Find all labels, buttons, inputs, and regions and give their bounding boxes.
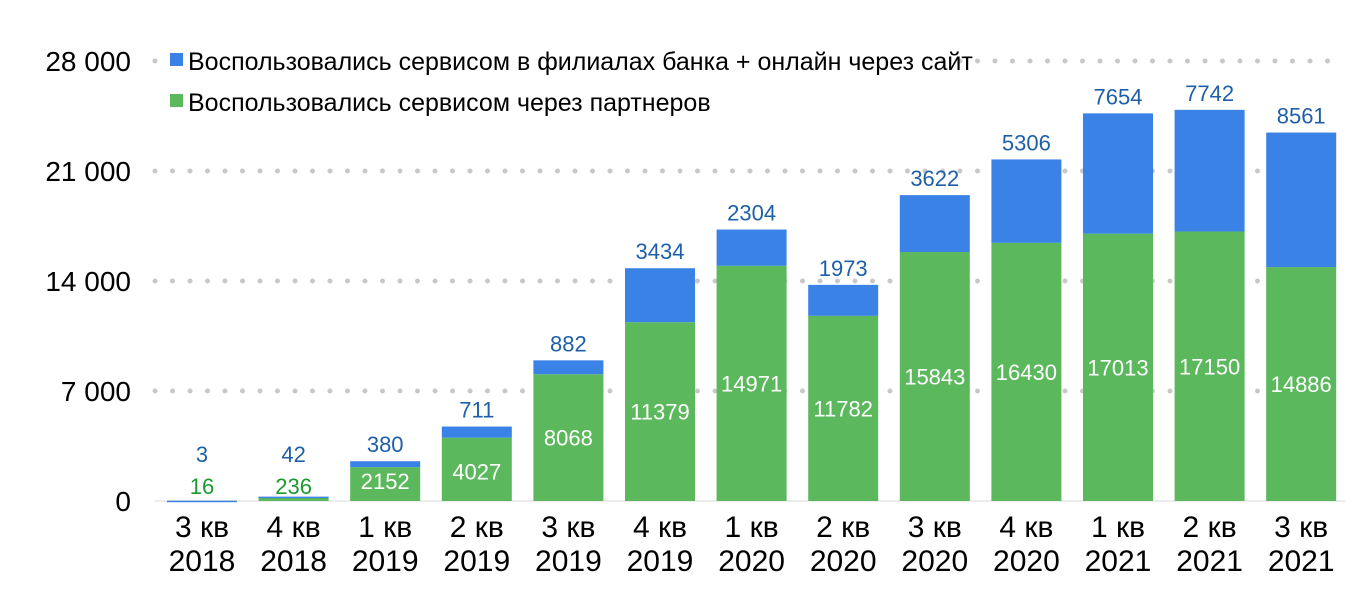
- y-axis: 0 7 000 14 000 21 000 28 000: [45, 46, 131, 517]
- bar-branches-online: [441, 426, 512, 438]
- value-label-branches-online: 7654: [1094, 84, 1143, 109]
- value-label-partners: 236: [275, 474, 312, 499]
- data-labels: 16 3 236 42 2152 380 4027 711 8068 882 11379 3434 14…: [190, 81, 1332, 499]
- x-tick-quarter: 3 кв: [541, 511, 595, 544]
- x-tick-quarter: 4 кв: [267, 511, 321, 544]
- legend-label: Воспользовались сервисом через партнеров: [188, 89, 711, 117]
- value-label-branches-online: 42: [281, 442, 305, 467]
- x-tick-year: 2019: [443, 545, 510, 578]
- x-tick-quarter: 3 кв: [175, 511, 229, 544]
- value-label-branches-online: 7742: [1185, 81, 1234, 106]
- x-tick-year: 2021: [1176, 545, 1243, 578]
- bar-partners: [258, 497, 329, 501]
- value-label-branches-online: 3434: [636, 239, 685, 264]
- value-label-partners: 8068: [544, 426, 593, 451]
- x-tick-year: 2020: [810, 545, 877, 578]
- x-tick-year: 2020: [901, 545, 968, 578]
- value-label-branches-online: 711: [459, 398, 494, 423]
- x-tick-quarter: 1 кв: [1091, 511, 1145, 544]
- legend-swatch: [170, 94, 183, 107]
- bar-branches-online: [1083, 113, 1153, 234]
- y-tick-label: 0: [115, 486, 131, 517]
- x-tick-year: 2018: [260, 545, 327, 578]
- value-label-branches-online: 5306: [1002, 130, 1051, 155]
- bar-partners: [441, 437, 512, 501]
- value-label-partners: 14971: [721, 371, 782, 396]
- bar-partners: [533, 374, 604, 501]
- bar-branches-online: [258, 496, 329, 499]
- bar-partners: [625, 322, 695, 501]
- bar-branches-online: [1266, 132, 1337, 268]
- x-tick-year: 2018: [169, 545, 236, 578]
- value-label-branches-online: 8561: [1277, 104, 1326, 129]
- bar-branches-online: [716, 229, 787, 266]
- bar-partners: [899, 252, 970, 501]
- x-tick-year: 2019: [535, 545, 602, 578]
- x-tick-quarter: 3 кв: [908, 511, 962, 544]
- bar-partners: [716, 265, 787, 501]
- value-label-branches-online: 882: [550, 331, 587, 356]
- bars: [167, 109, 1337, 503]
- x-tick-year: 2020: [993, 545, 1060, 578]
- value-label-branches-online: 1973: [819, 256, 868, 281]
- x-tick-quarter: 2 кв: [1183, 511, 1237, 544]
- value-label-partners: 16430: [996, 360, 1057, 385]
- bar-branches-online: [808, 284, 879, 316]
- value-label-partners: 17013: [1087, 355, 1148, 380]
- legend: Воспользовались сервисом в филиалах банк…: [170, 40, 973, 117]
- y-tick-label: 7 000: [61, 376, 131, 407]
- x-tick-year: 2021: [1085, 545, 1152, 578]
- bar-branches-online: [350, 461, 421, 468]
- value-label-partners: 11379: [630, 400, 690, 425]
- y-tick-label: 28 000: [45, 46, 131, 77]
- bar-partners: [991, 242, 1062, 502]
- value-label-partners: 11782: [813, 396, 873, 421]
- x-tick-quarter: 4 кв: [999, 511, 1053, 544]
- y-tick-label: 21 000: [45, 156, 131, 187]
- value-label-partners: 16: [190, 474, 214, 499]
- bar-branches-online: [899, 195, 970, 253]
- bar-branches-online: [1174, 109, 1245, 232]
- value-label-branches-online: 3622: [910, 166, 959, 191]
- value-label-branches-online: 2304: [727, 201, 776, 226]
- value-label-partners: 17150: [1179, 354, 1240, 379]
- x-tick-quarter: 2 кв: [816, 511, 870, 544]
- value-label-branches-online: 380: [367, 432, 404, 457]
- x-tick-quarter: 4 кв: [633, 511, 687, 544]
- x-tick-year: 2021: [1268, 545, 1335, 578]
- legend-text-background: [185, 81, 681, 115]
- x-tick-quarter: 1 кв: [358, 511, 412, 544]
- value-label-partners: 14886: [1271, 372, 1332, 397]
- value-label-partners: 2152: [361, 469, 410, 494]
- bar-partners: [350, 467, 421, 501]
- bar-branches-online: [625, 268, 695, 323]
- legend-swatch: [170, 53, 183, 66]
- bar-partners: [1266, 267, 1337, 501]
- bar-branches-online: [991, 159, 1062, 243]
- value-label-partners: 4027: [452, 460, 501, 485]
- legend-text-background: [185, 40, 942, 74]
- bar-branches-online: [533, 360, 604, 375]
- bar-partners: [1083, 233, 1153, 501]
- x-tick-year: 2019: [627, 545, 694, 578]
- value-label-branches-online: 3: [196, 442, 208, 467]
- y-tick-label: 14 000: [45, 266, 131, 297]
- x-tick-year: 2020: [718, 545, 785, 578]
- bar-partners: [1174, 231, 1245, 501]
- x-tick-quarter: 3 кв: [1274, 511, 1328, 544]
- legend-label: Воспользовались сервисом в филиалах банк…: [188, 48, 973, 76]
- x-tick-quarter: 1 кв: [725, 511, 779, 544]
- value-label-partners: 15843: [904, 365, 965, 390]
- bar-partners: [808, 315, 879, 501]
- x-tick-year: 2019: [352, 545, 419, 578]
- x-tick-quarter: 2 кв: [450, 511, 504, 544]
- bar-branches-online: [167, 500, 237, 503]
